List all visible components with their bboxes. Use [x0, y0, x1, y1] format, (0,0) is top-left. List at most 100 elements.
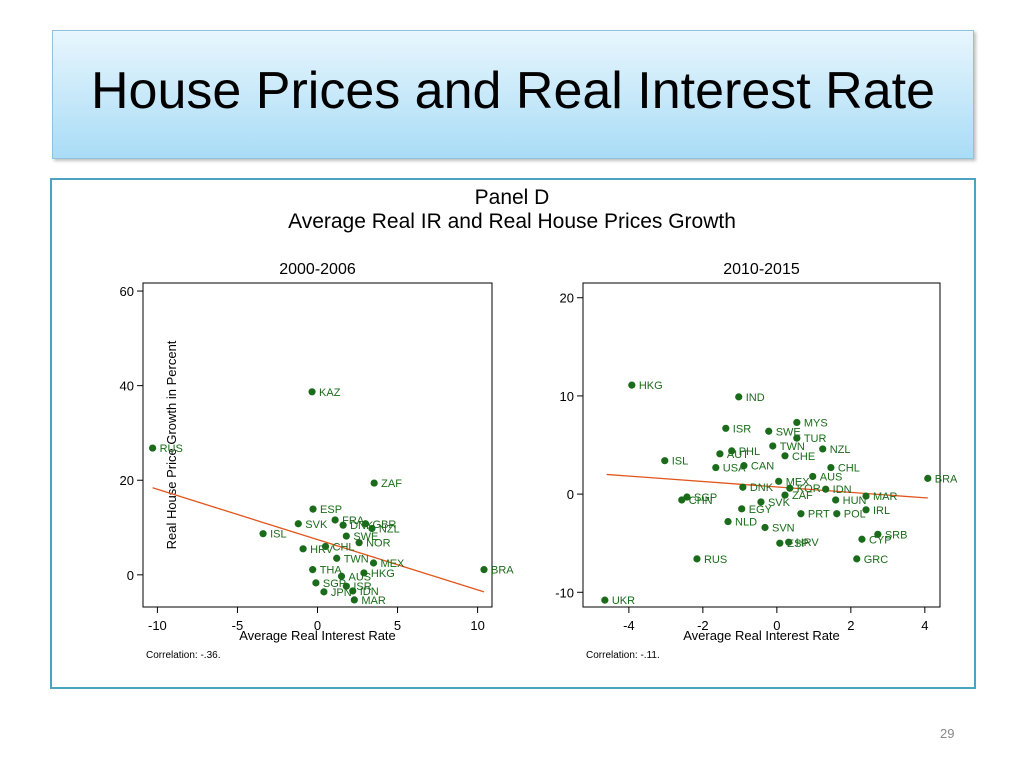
point-label: HRV	[310, 544, 334, 556]
point-label: AUT	[727, 449, 749, 461]
figure-box	[50, 178, 976, 689]
scatter-point	[370, 479, 378, 487]
scatter-point	[858, 535, 866, 543]
point-label: HRV	[796, 537, 820, 549]
point-label: MAR	[873, 491, 898, 503]
plot-frame	[582, 282, 941, 608]
scatter-point	[349, 587, 357, 595]
scatter-point	[853, 555, 861, 563]
point-label: SVN	[772, 522, 795, 534]
x-axis-label: Average Real Interest Rate	[683, 628, 840, 643]
scatter-point	[862, 506, 870, 514]
y-tick-label: 20	[560, 291, 574, 306]
point-label: RUS	[704, 554, 727, 566]
scatter-point	[781, 491, 789, 499]
point-label: TUR	[804, 433, 827, 445]
point-label: HKG	[371, 568, 395, 580]
figure-subtitle: Average Real IR and Real House Prices Gr…	[288, 210, 736, 233]
scatter-point	[320, 588, 328, 596]
x-tick-label: 2	[847, 618, 854, 633]
scatter-point	[321, 542, 330, 551]
scatter-point	[259, 530, 267, 538]
scatter-point	[797, 510, 805, 518]
point-label: IRL	[873, 505, 890, 517]
point-label: ISR	[733, 423, 751, 435]
scatter-point	[775, 477, 783, 485]
correlation-note: Correlation: -.36.	[146, 650, 220, 661]
scatter-point	[678, 496, 686, 504]
point-label: USA	[723, 463, 746, 475]
scatter-point	[361, 520, 370, 528]
fit-line	[152, 487, 485, 593]
scatter-point	[819, 445, 827, 453]
scatter-point	[712, 463, 720, 472]
scatter-point	[822, 485, 830, 493]
point-label: SRB	[885, 529, 908, 541]
x-tick-label: 4	[921, 618, 928, 633]
point-label: ESP	[320, 504, 342, 516]
scatter-point	[722, 424, 730, 432]
scatter-point	[761, 523, 769, 532]
scatter-point	[735, 393, 743, 401]
point-label: SGP	[694, 492, 717, 504]
scatter-point	[924, 474, 932, 482]
point-label: IDN	[833, 484, 852, 496]
scatter-point	[628, 381, 636, 389]
scatter-point	[369, 559, 378, 567]
chart-title: 2010-2015	[723, 261, 800, 278]
y-tick-label: 0	[127, 568, 134, 583]
scatter-point	[601, 596, 609, 604]
x-tick-label: 0	[314, 618, 321, 633]
point-label: NZL	[830, 444, 851, 456]
y-tick-label: 40	[120, 379, 134, 394]
y-axis-label: Real House Price Growth in Percent	[164, 340, 179, 549]
x-tick-label: -10	[148, 618, 167, 633]
scatter-point	[149, 444, 157, 452]
point-label: ZAF	[381, 478, 402, 490]
scatter-point	[480, 566, 488, 574]
scatter-point	[309, 566, 317, 574]
point-label: PHL	[739, 446, 760, 458]
point-label: UKR	[612, 595, 635, 607]
scatter-point	[740, 462, 748, 470]
point-label: ISL	[672, 456, 689, 468]
point-label: DNK	[750, 482, 774, 494]
x-tick-label: 10	[470, 618, 484, 633]
point-label: SVK	[768, 497, 791, 509]
x-tick-label: 5	[394, 618, 401, 633]
y-tick-label: -10	[555, 585, 574, 600]
figure-title: Panel D	[475, 186, 550, 209]
point-label: GRC	[864, 554, 889, 566]
point-label: ESP	[787, 538, 809, 550]
scatter-point	[827, 463, 835, 472]
point-label: SGP	[323, 578, 346, 590]
x-axis-label: Average Real Interest Rate	[239, 628, 396, 643]
point-label: IND	[746, 392, 765, 404]
point-label: SWE	[776, 426, 801, 438]
point-label: AUS	[349, 571, 372, 583]
scatter-point	[776, 539, 784, 547]
scatter-point	[342, 582, 350, 590]
x-tick-label: 0	[773, 618, 780, 633]
point-label: HKG	[639, 380, 663, 392]
scatter-point	[793, 434, 801, 442]
scatter-point	[368, 524, 376, 533]
point-label: MAR	[361, 595, 386, 607]
point-label: CAN	[751, 461, 774, 473]
x-tick-label: -5	[232, 618, 244, 633]
point-label: ISL	[270, 529, 287, 541]
point-label: TWN	[344, 553, 369, 565]
scatter-point	[312, 579, 320, 587]
point-label: POL	[844, 509, 866, 521]
scatter-point	[874, 530, 882, 538]
scatter-point	[765, 427, 773, 435]
scatter-point	[793, 418, 801, 427]
point-label: GBR	[373, 519, 397, 531]
title-box: House Prices and Real Interest Rate	[52, 30, 974, 159]
point-label: IDN	[360, 586, 379, 598]
point-label: THA	[320, 565, 343, 577]
point-label: NLD	[735, 517, 757, 529]
scatter-point	[786, 484, 794, 492]
scatter-point	[739, 483, 747, 491]
scatter-point	[781, 452, 789, 460]
